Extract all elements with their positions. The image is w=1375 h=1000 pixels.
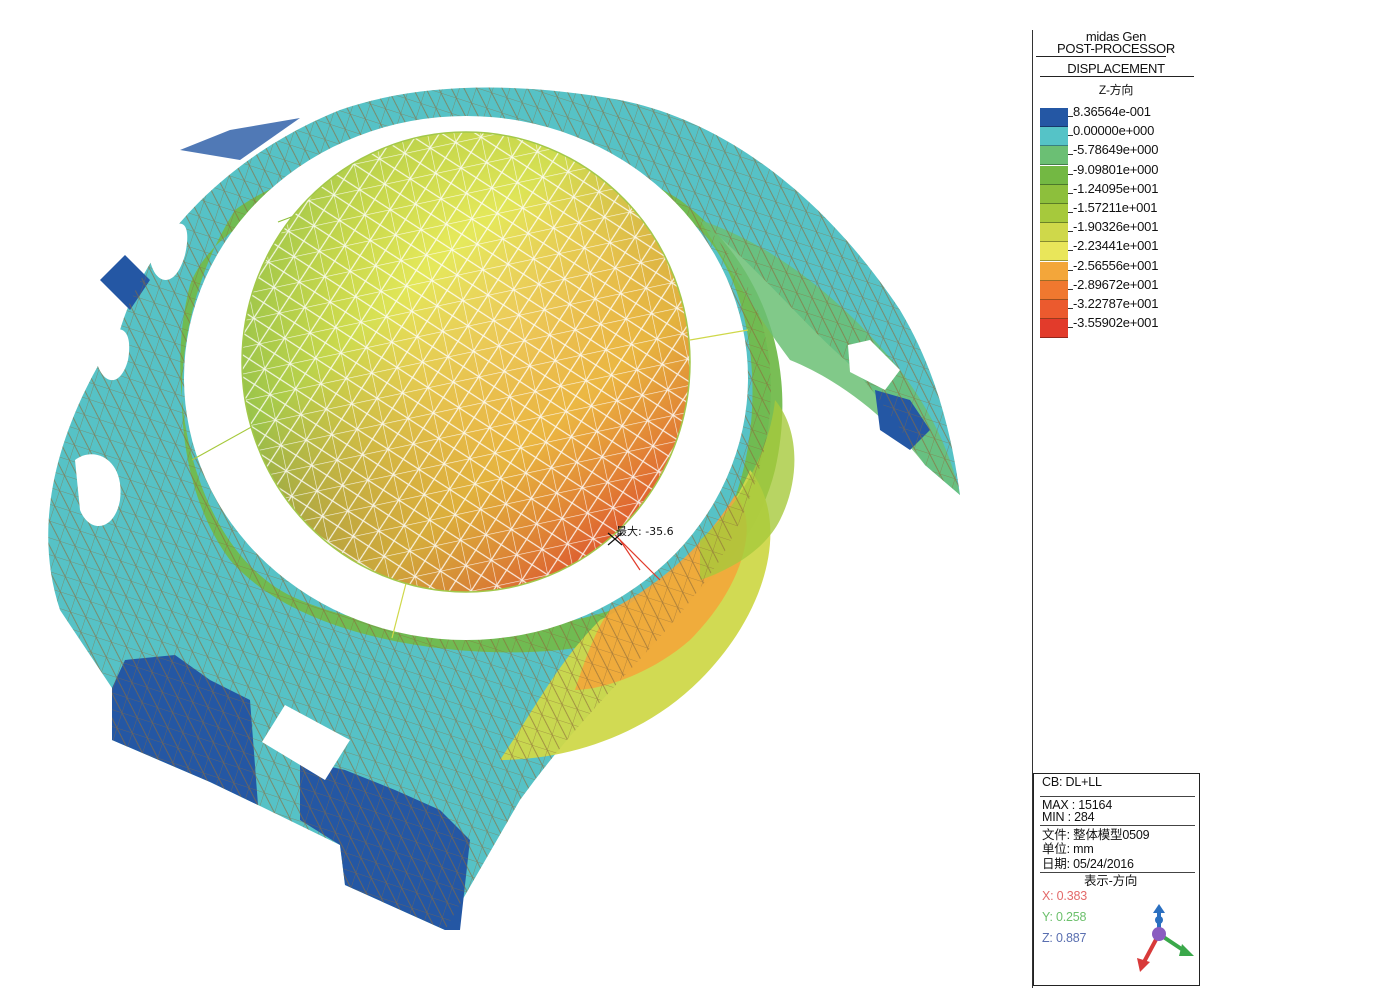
legend-value: -1.57211e+001	[1073, 200, 1158, 215]
legend-swatch	[1040, 146, 1068, 166]
max-label: 最大: -35.6	[616, 524, 674, 538]
header-divider	[1036, 56, 1166, 57]
legend-swatch	[1040, 165, 1068, 185]
unit: 单位: mm	[1042, 842, 1094, 856]
legend-value: -1.90326e+001	[1073, 219, 1159, 235]
legend-swatch	[1040, 242, 1068, 262]
view-y: Y: 0.258	[1042, 910, 1087, 924]
legend-value: -3.22787e+001	[1073, 296, 1159, 311]
legend-swatch	[1040, 184, 1068, 204]
legend-swatch	[1040, 108, 1068, 127]
legend-tick	[1068, 192, 1073, 194]
legend-tick	[1068, 288, 1073, 290]
legend-swatch	[1040, 223, 1068, 243]
legend-tick	[1068, 135, 1073, 137]
panel-divider	[1032, 30, 1033, 988]
legend-swatch	[1040, 127, 1068, 147]
legend-value: 0.00000e+000	[1073, 123, 1155, 139]
legend-value: -2.56556e+001	[1073, 257, 1159, 273]
legend-tick	[1068, 212, 1073, 213]
legend-tick	[1068, 173, 1073, 175]
view-x: X: 0.383	[1042, 889, 1087, 903]
file-name: 文件: 整体模型0509	[1042, 828, 1150, 842]
view-z: Z: 0.887	[1042, 931, 1087, 945]
model-viewport[interactable]: 最大: -35.6	[0, 0, 1030, 1000]
legend-swatch	[1040, 261, 1068, 281]
legend-value: -5.78649e+000	[1073, 142, 1159, 158]
legend-value: -2.89672e+001	[1073, 276, 1159, 292]
header-divider	[1040, 76, 1194, 77]
min-node: MIN : 284	[1042, 810, 1095, 824]
view-direction-title: 表示-方向	[1084, 874, 1138, 888]
legend-tick	[1068, 250, 1073, 252]
legend-swatch	[1040, 204, 1068, 223]
legend-swatch	[1040, 280, 1068, 300]
module-name: POST-PROCESSOR	[1057, 41, 1175, 56]
legend-tick	[1068, 327, 1073, 329]
info-divider	[1040, 872, 1195, 873]
app-name: midas Gen	[1085, 29, 1147, 44]
legend-tick	[1068, 154, 1073, 156]
sphere-structure	[241, 131, 691, 593]
info-divider	[1040, 825, 1195, 826]
result-direction: Z-方向	[1098, 83, 1134, 97]
legend-value: -1.24095e+001	[1073, 180, 1159, 196]
load-combination: CB: DL+LL	[1042, 775, 1102, 789]
max-node: MAX : 15164	[1042, 798, 1113, 812]
shell-cutouts	[75, 223, 900, 780]
legend-tick	[1068, 308, 1073, 309]
axis-triad-icon	[1137, 904, 1194, 972]
max-displacement-marker: 最大: -35.6	[607, 524, 674, 546]
legend-value: 8.36564e-001	[1073, 104, 1151, 119]
legend-value: -9.09801e+000	[1073, 161, 1159, 177]
info-box: CB: DL+LL MAX : 15164 MIN : 284 文件: 整体模型…	[1033, 773, 1200, 986]
result-type: DISPLACEMENT	[1067, 61, 1165, 76]
legend-tick	[1068, 269, 1073, 271]
legend-swatch	[1040, 319, 1068, 339]
legend-tick	[1068, 231, 1073, 233]
date: 日期: 05/24/2016	[1042, 857, 1134, 871]
info-divider	[1040, 796, 1195, 797]
legend-value: -2.23441e+001	[1073, 238, 1159, 254]
contour-legend: 8.36564e-001 0.00000e+000 -5.78649e+000 -9.…	[1040, 104, 1200, 339]
legend-value: -3.55902e+001	[1073, 315, 1159, 331]
legend-tick	[1068, 116, 1073, 117]
legend-swatch	[1040, 300, 1068, 319]
